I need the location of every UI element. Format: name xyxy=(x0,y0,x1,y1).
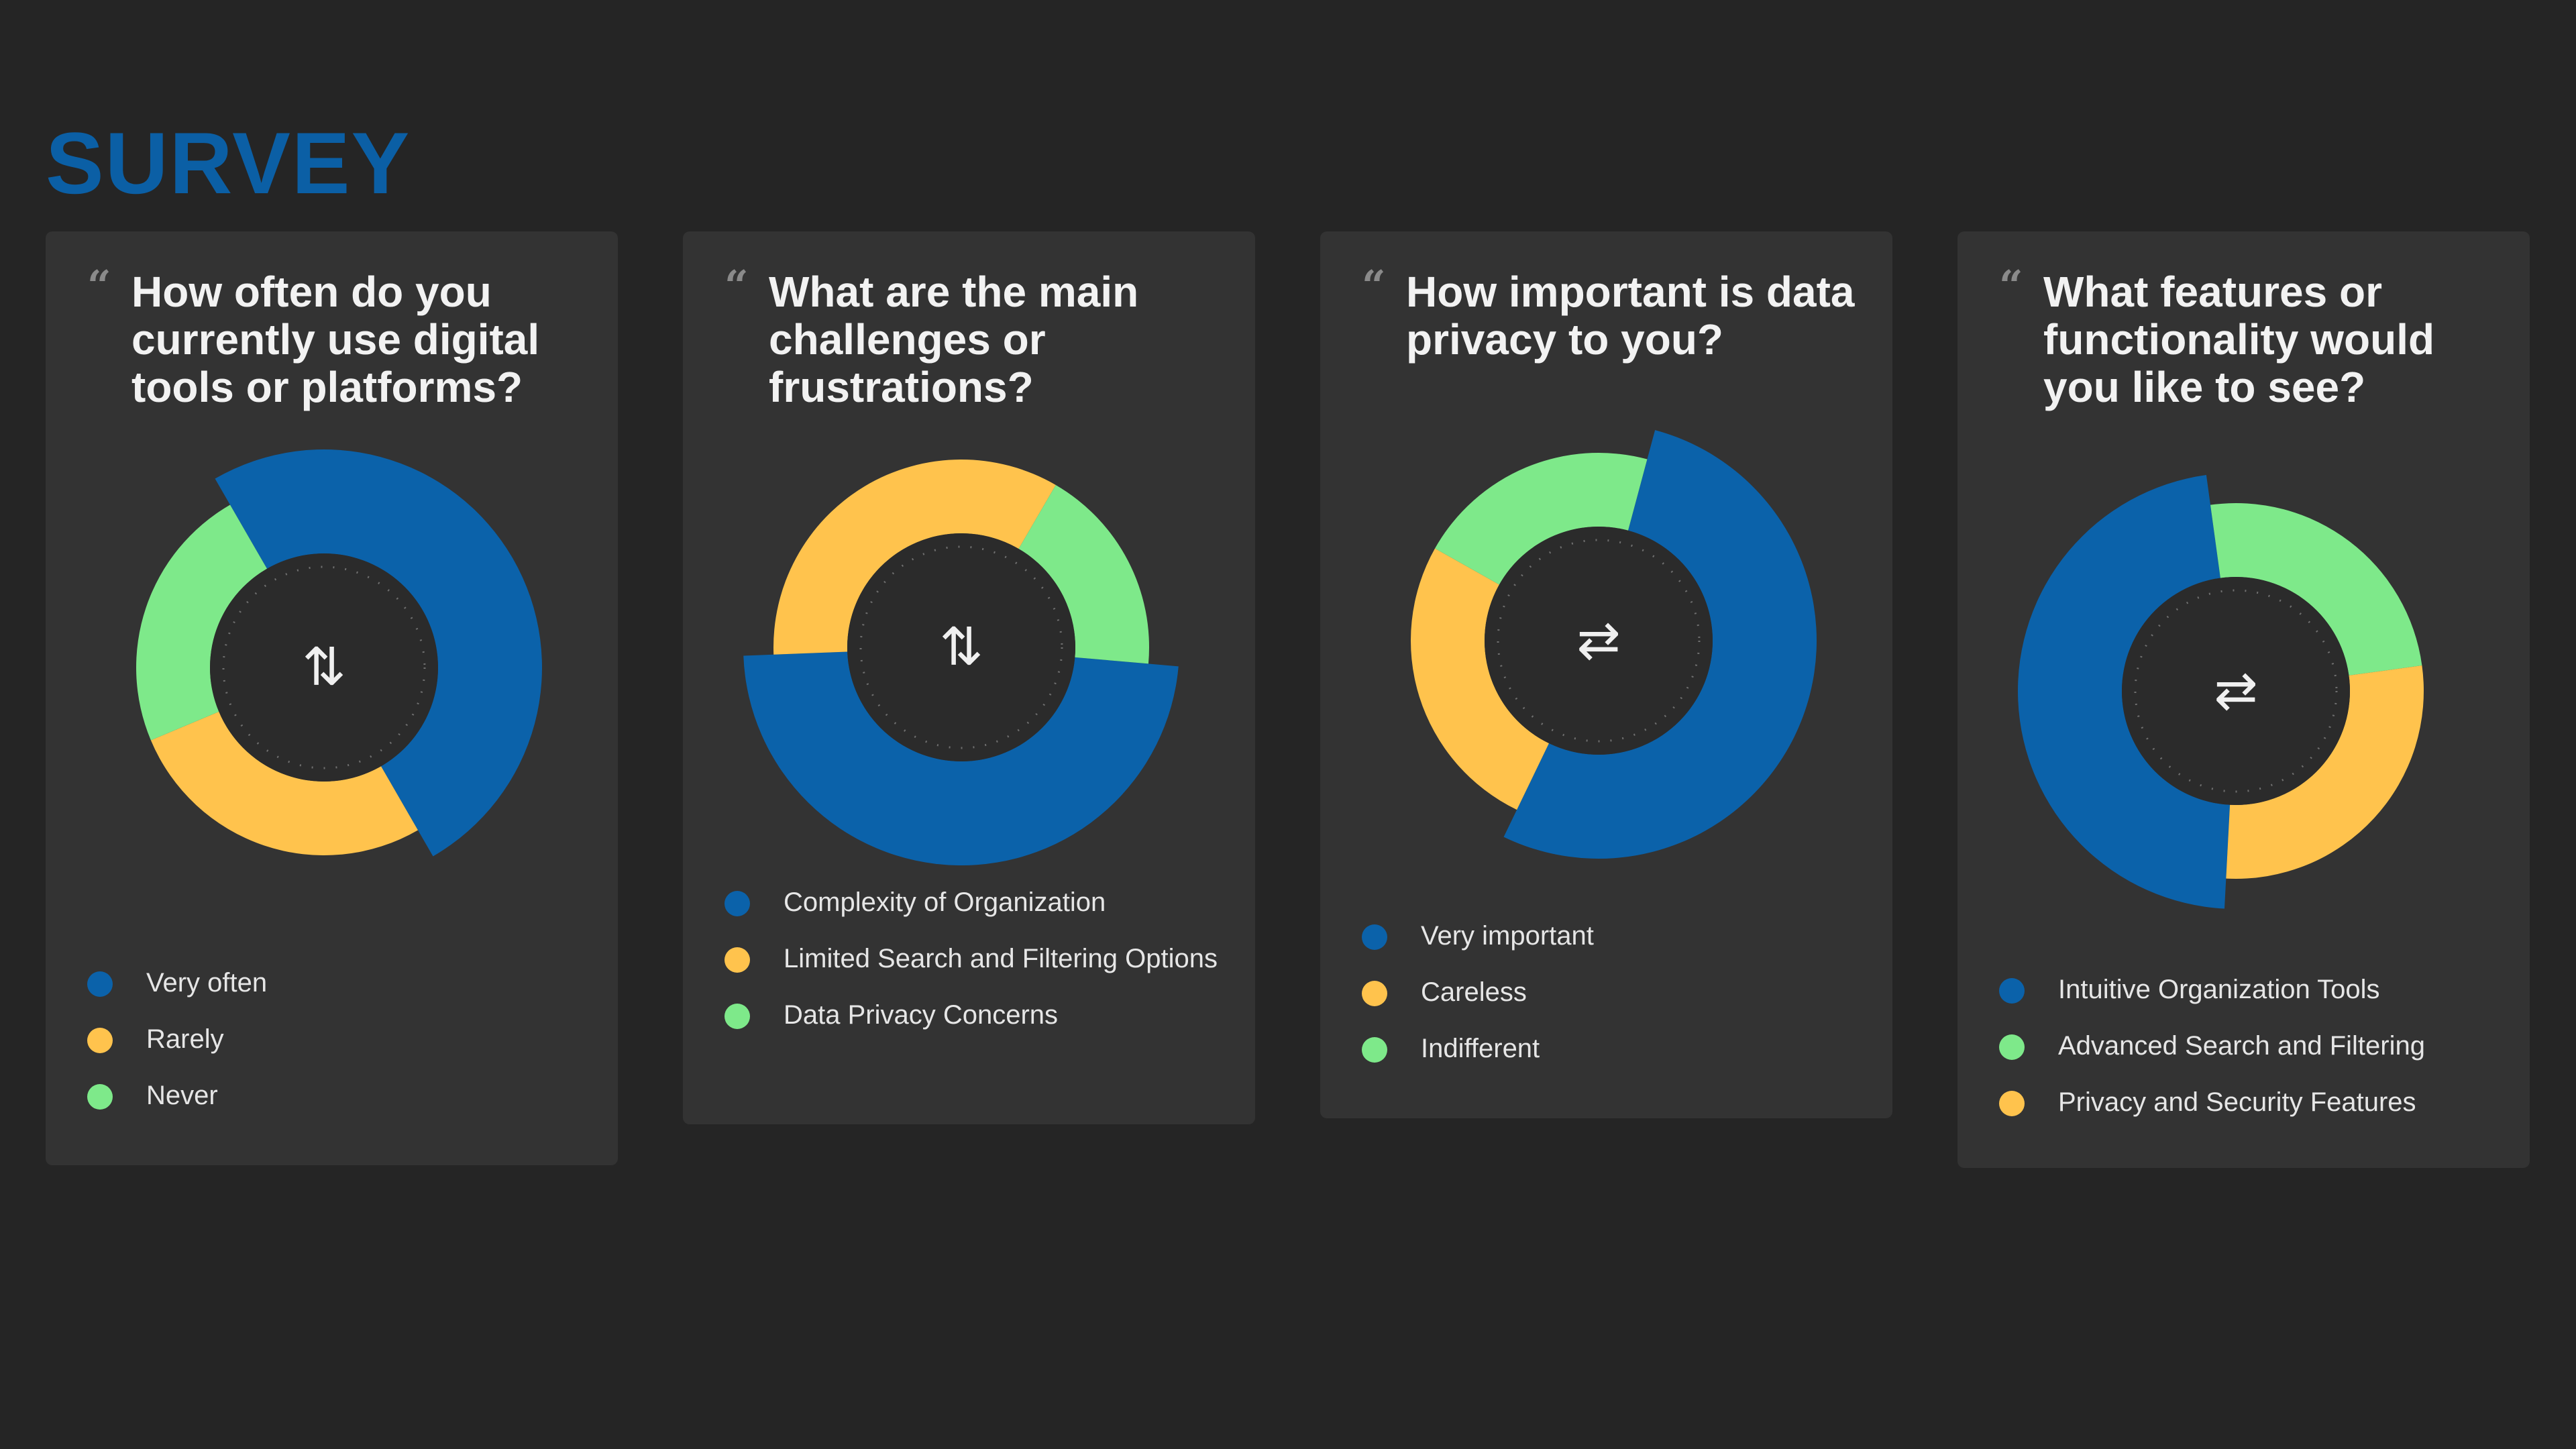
donut-svg: ⇄ xyxy=(1411,430,1817,859)
legend-swatch xyxy=(87,1084,113,1110)
legend-item: Advanced Search and Filtering xyxy=(1999,1026,2509,1066)
slice-indifferent xyxy=(1435,453,1648,585)
slice-complexity-of-organization xyxy=(743,651,1179,866)
slice-privacy-and-security-features xyxy=(2226,665,2424,879)
chart-legend: Very important Careless Indifferent xyxy=(1362,916,1872,1085)
slice-intuitive-organization-tools xyxy=(2018,475,2231,909)
legend-item: Indifferent xyxy=(1362,1028,1872,1069)
legend-label: Privacy and Security Features xyxy=(2058,1087,2416,1117)
slice-rarely xyxy=(150,711,419,855)
donut-chart: ⇅ xyxy=(683,433,1255,902)
legend-label: Advanced Search and Filtering xyxy=(2058,1031,2425,1061)
swap-horizontal-icon: ⇄ xyxy=(2214,661,2257,721)
legend-item: Intuitive Organization Tools xyxy=(1999,969,2509,1010)
legend-swatch xyxy=(1999,1091,2025,1116)
dotted-ring xyxy=(1497,539,1701,743)
quote-icon: “ xyxy=(87,261,111,310)
legend-label: Limited Search and Filtering Options xyxy=(784,944,1218,973)
legend-label: Intuitive Organization Tools xyxy=(2058,975,2380,1004)
question-title: What features or functionality would you… xyxy=(2043,268,2435,411)
chart-legend: Very often Rarely Never xyxy=(87,963,597,1132)
slice-very-often xyxy=(215,449,542,857)
donut-center xyxy=(2122,577,2350,805)
chart-legend: Intuitive Organization Tools Advanced Se… xyxy=(1999,969,2509,1138)
legend-item: Complexity of Organization xyxy=(724,882,1234,922)
legend-item: Very often xyxy=(87,963,597,1003)
legend-swatch xyxy=(1362,1037,1387,1063)
legend-label: Data Privacy Concerns xyxy=(784,1000,1059,1030)
slice-data-privacy-concerns xyxy=(1018,485,1149,664)
legend-item: Limited Search and Filtering Options xyxy=(724,938,1234,979)
legend-swatch xyxy=(87,1028,113,1053)
question-title: How often do you currently use digital t… xyxy=(131,268,540,411)
legend-label: Indifferent xyxy=(1421,1034,1540,1063)
slice-very-important xyxy=(1503,430,1817,859)
donut-svg: ⇄ xyxy=(2018,475,2424,909)
legend-swatch xyxy=(724,947,750,973)
slice-careless xyxy=(1411,548,1550,810)
quote-icon: “ xyxy=(724,261,749,310)
legend-swatch xyxy=(724,891,750,916)
slice-limited-search-and-filtering-options xyxy=(773,460,1056,655)
survey-card-2: “ What are the main challenges or frustr… xyxy=(683,231,1255,1124)
question-title: What are the main challenges or frustrat… xyxy=(769,268,1139,411)
survey-card-1: “ How often do you currently use digital… xyxy=(46,231,618,1165)
legend-item: Very important xyxy=(1362,916,1872,956)
swap-horizontal-icon: ⇄ xyxy=(1576,610,1620,671)
survey-card-3: “ How important is data privacy to you? … xyxy=(1320,231,1892,1118)
dotted-ring xyxy=(222,566,426,769)
quote-icon: “ xyxy=(1999,261,2023,310)
slice-never xyxy=(136,504,267,741)
legend-item: Never xyxy=(87,1075,597,1116)
legend-item: Privacy and Security Features xyxy=(1999,1082,2509,1122)
donut-chart: ⇄ xyxy=(1957,453,2530,922)
legend-swatch xyxy=(1999,1034,2025,1060)
donut-center xyxy=(210,553,438,782)
legend-swatch xyxy=(87,971,113,997)
donut-chart: ⇅ xyxy=(46,439,618,909)
legend-item: Careless xyxy=(1362,972,1872,1012)
donut-center xyxy=(1485,527,1713,755)
quote-icon: “ xyxy=(1362,261,1386,310)
legend-swatch xyxy=(1362,924,1387,950)
donut-svg: ⇅ xyxy=(743,460,1179,866)
legend-swatch xyxy=(1999,978,2025,1004)
legend-label: Complexity of Organization xyxy=(784,888,1106,917)
legend-swatch xyxy=(724,1004,750,1029)
donut-svg: ⇅ xyxy=(136,449,542,857)
survey-card-4: “ What features or functionality would y… xyxy=(1957,231,2530,1168)
legend-label: Never xyxy=(146,1081,218,1110)
legend-swatch xyxy=(1362,981,1387,1006)
page-title: SURVEY xyxy=(46,114,411,212)
legend-label: Rarely xyxy=(146,1024,224,1054)
donut-center xyxy=(847,533,1075,761)
slice-advanced-search-and-filtering xyxy=(2210,503,2422,676)
legend-item: Data Privacy Concerns xyxy=(724,995,1234,1035)
legend-item: Rarely xyxy=(87,1019,597,1059)
swap-vertical-icon: ⇅ xyxy=(939,617,983,678)
donut-chart: ⇄ xyxy=(1320,406,1892,875)
legend-label: Careless xyxy=(1421,977,1527,1007)
chart-legend: Complexity of Organization Limited Searc… xyxy=(724,882,1234,1051)
question-title: How important is data privacy to you? xyxy=(1406,268,1855,364)
swap-vertical-icon: ⇅ xyxy=(302,637,345,698)
dotted-ring xyxy=(859,545,1063,749)
legend-label: Very often xyxy=(146,968,268,998)
legend-label: Very important xyxy=(1421,921,1594,951)
dotted-ring xyxy=(2134,589,2338,793)
